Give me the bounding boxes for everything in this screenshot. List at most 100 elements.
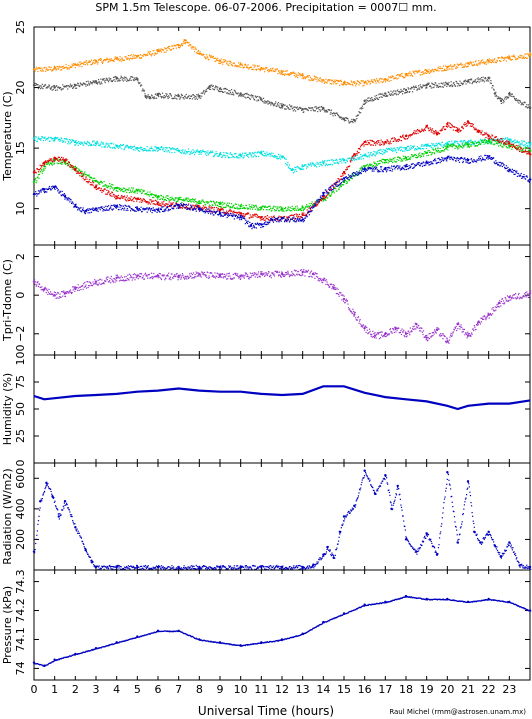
trace-dot: [438, 151, 441, 153]
trace-dot: [395, 151, 398, 153]
trace-dot: [330, 163, 332, 165]
trace-dot: [179, 198, 181, 201]
trace-dot: [416, 71, 418, 73]
trace-dot: [62, 157, 64, 159]
trace-dot: [191, 98, 193, 100]
trace-dot: [318, 79, 320, 81]
trace-dot: [461, 125, 463, 127]
trace-dot: [166, 197, 169, 200]
trace-dot: [390, 160, 393, 162]
trace-dot: [186, 206, 188, 209]
trace-dot: [293, 169, 295, 171]
trace-dot: [362, 158, 365, 160]
trace-dot: [171, 203, 174, 205]
trace-dot: [197, 205, 200, 207]
trace-dot: [510, 139, 512, 141]
trace-dot: [124, 198, 126, 200]
trace-dot: [144, 200, 147, 202]
trace-dot: [234, 203, 237, 205]
trace-dot: [319, 110, 321, 112]
trace-dot: [244, 92, 246, 95]
trace-dot: [59, 139, 62, 141]
trace-dot: [110, 193, 112, 195]
trace-dot: [214, 153, 217, 155]
trace-dot: [269, 155, 271, 157]
trace-dot: [58, 160, 60, 162]
trace-dot: [276, 105, 278, 108]
trace-dot: [191, 152, 193, 154]
trace-dot: [329, 109, 331, 111]
trace-dot: [345, 182, 347, 185]
trace-dot: [83, 172, 85, 174]
trace-dot: [197, 95, 199, 97]
trace-dot: [456, 147, 458, 149]
trace-dot: [399, 139, 401, 142]
trace-dot: [235, 211, 238, 214]
trace-dot: [386, 142, 388, 144]
trace-dot: [387, 140, 389, 142]
trace-dot: [420, 74, 422, 76]
trace-dot: [396, 159, 398, 161]
trace-dot: [318, 199, 320, 201]
trace-dot: [94, 82, 96, 84]
trace-dot: [54, 89, 57, 91]
trace-dot: [294, 72, 296, 74]
trace-dot: [324, 81, 326, 83]
trace-dot: [377, 160, 379, 163]
trace-dot: [56, 162, 58, 164]
trace-dot: [494, 58, 496, 60]
trace-dot: [146, 146, 148, 148]
data-point: [446, 145, 449, 149]
trace-dot: [223, 211, 225, 213]
trace-dot: [483, 134, 485, 136]
trace-dot: [192, 199, 195, 201]
trace-dot: [360, 153, 362, 156]
trace-dot: [435, 142, 437, 145]
trace-dot: [40, 167, 42, 169]
trace-dot: [160, 208, 163, 211]
trace-dot: [325, 163, 328, 165]
trace-dot: [128, 79, 130, 82]
trace-dot: [123, 195, 126, 197]
trace-dot: [159, 51, 161, 53]
trace-dot: [283, 73, 285, 75]
chart-title: SPM 1.5m Telescope. 06-07-2006. Precipit…: [95, 1, 437, 14]
trace-dot: [268, 69, 270, 71]
trace-dot: [257, 99, 259, 101]
trace-dot: [34, 82, 36, 84]
trace-dot: [233, 62, 235, 64]
trace-dot: [237, 156, 239, 158]
trace-dot: [490, 136, 492, 138]
trace-dot: [128, 191, 131, 194]
trace-dot: [50, 189, 52, 191]
trace-dot: [198, 150, 201, 153]
trace-dot: [309, 162, 312, 164]
trace-dot: [228, 60, 230, 62]
trace-dot: [353, 119, 355, 121]
trace-dot: [517, 146, 519, 148]
trace-dot: [511, 55, 513, 57]
trace-dot: [355, 175, 357, 177]
trace-dot: [58, 65, 61, 67]
trace-dot: [160, 205, 163, 207]
trace-dot: [368, 97, 370, 99]
trace-dot: [467, 65, 469, 67]
trace-dot: [121, 148, 123, 150]
trace-dot: [495, 136, 497, 138]
trace-dot: [430, 146, 432, 149]
trace-dot: [228, 205, 230, 208]
trace-dot: [374, 155, 377, 157]
trace-dot: [60, 194, 62, 196]
trace-dot: [47, 138, 49, 140]
trace-dot: [527, 53, 529, 55]
trace-dot: [371, 96, 373, 99]
trace-dot: [452, 82, 454, 84]
trace-dot: [117, 59, 119, 61]
trace-dot: [165, 147, 168, 149]
trace-dot: [63, 160, 65, 163]
trace-dot: [346, 83, 348, 86]
trace-dot: [468, 145, 470, 148]
trace-dot: [484, 132, 486, 134]
trace-dot: [114, 146, 116, 148]
trace-dot: [389, 148, 392, 151]
